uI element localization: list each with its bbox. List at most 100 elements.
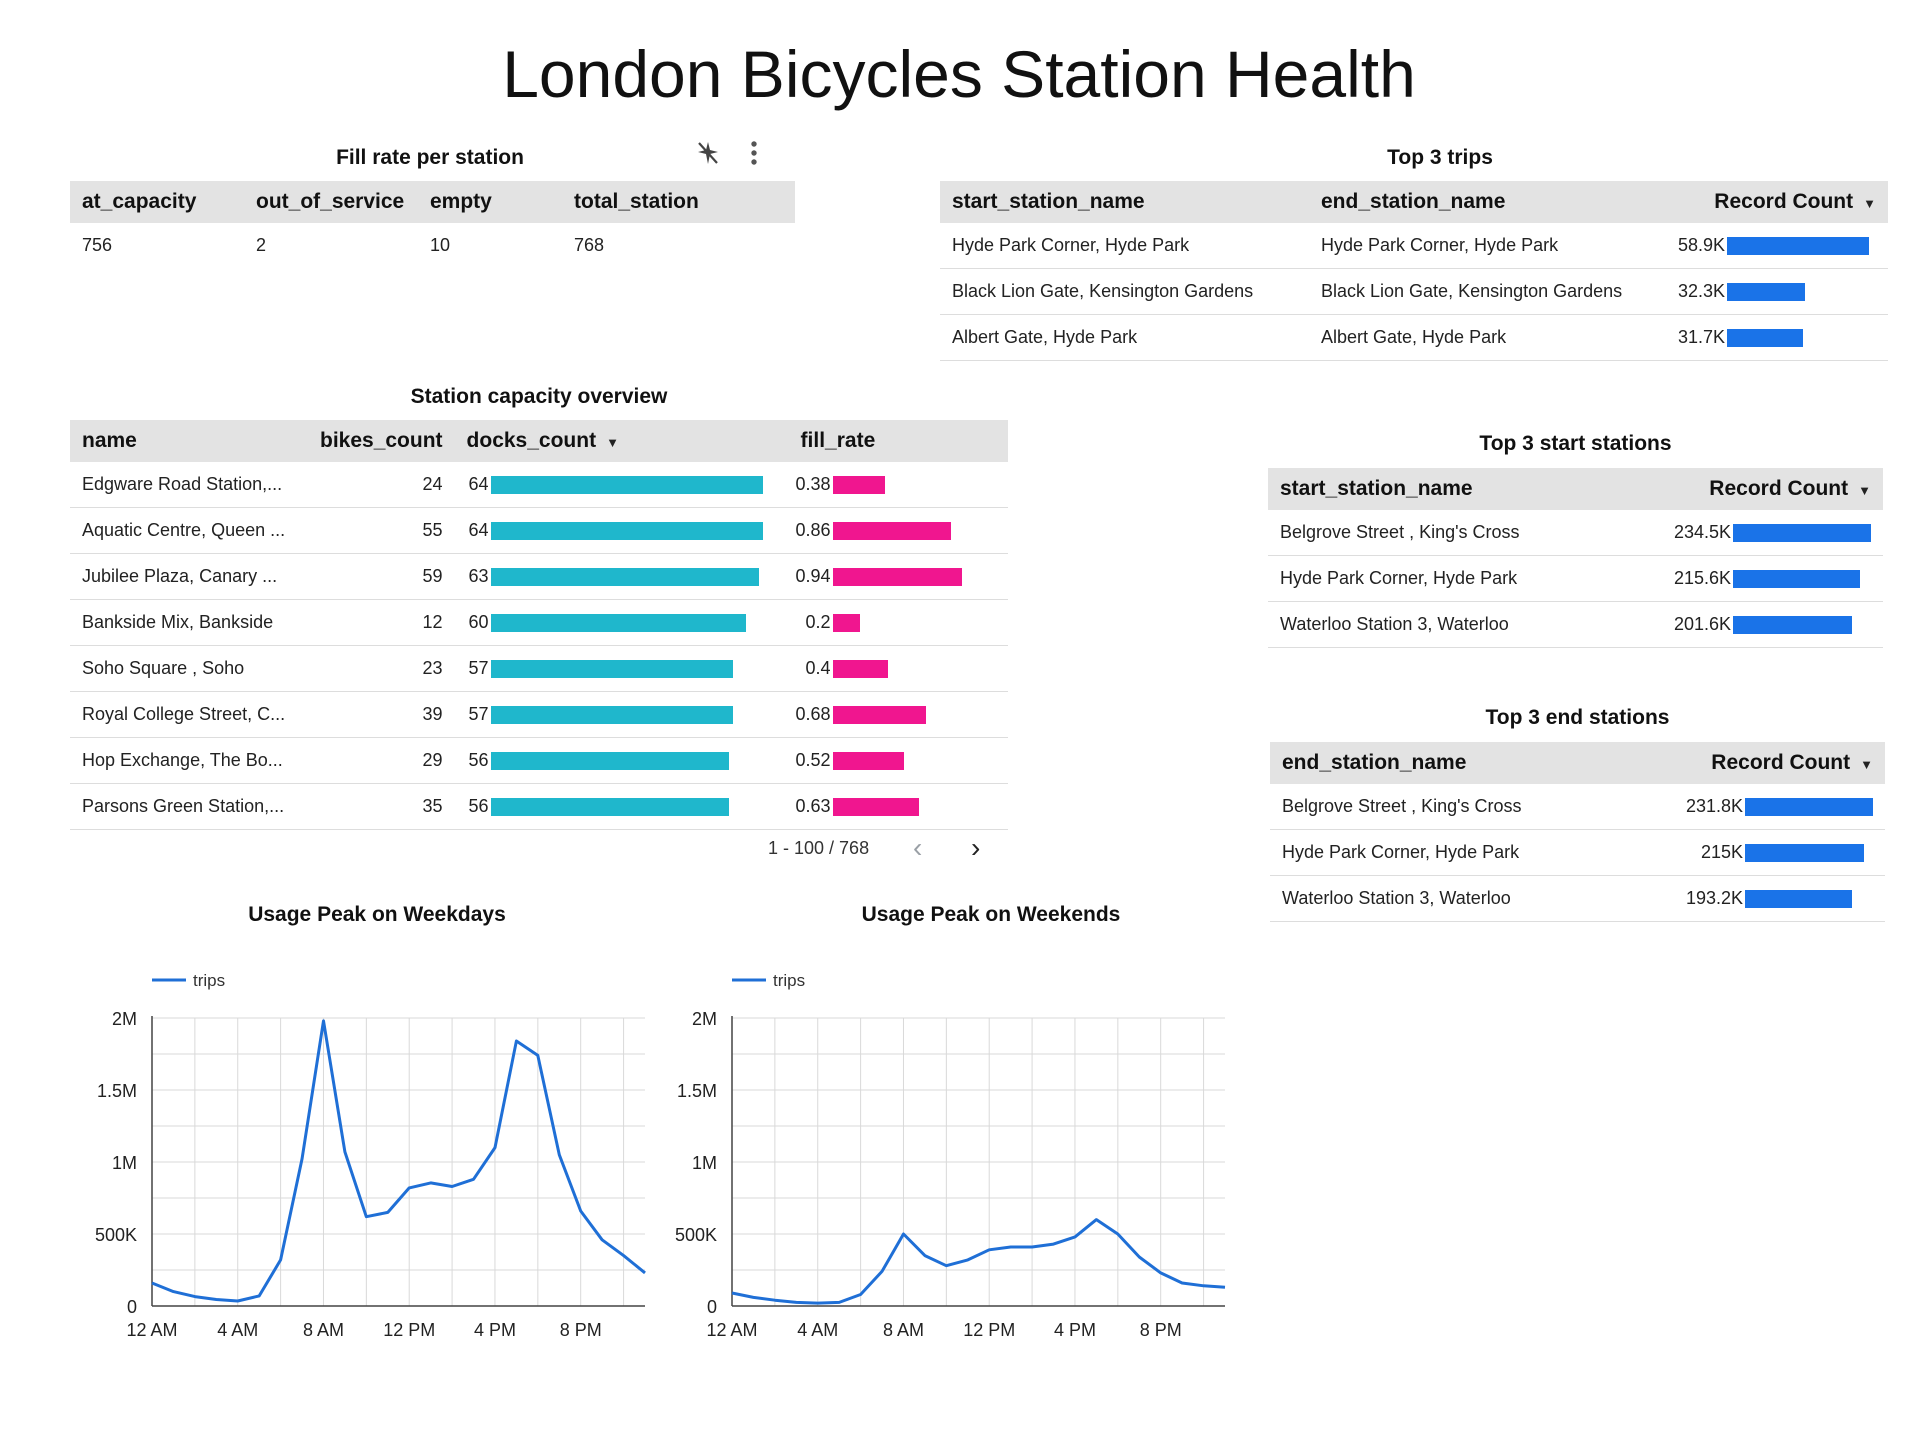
table-row[interactable]: Edgware Road Station,... 24 64 0.38 <box>70 462 1008 508</box>
sort-desc-icon[interactable]: ▼ <box>1863 196 1876 211</box>
bikes-count: 12 <box>422 612 443 632</box>
bikes-count: 39 <box>422 704 443 724</box>
at-capacity-value: 756 <box>82 235 113 255</box>
start-station-name: Hyde Park Corner, Hyde Park <box>952 235 1190 255</box>
record-count-label: Record Count <box>1709 477 1849 500</box>
record-count-label: 31.7K <box>1677 327 1725 347</box>
docks-count-bar <box>490 659 733 678</box>
pagination-label: 1 - 100 / 768 <box>768 838 870 858</box>
col-record-count[interactable]: Record Count ▼ <box>1611 742 1885 784</box>
table-row[interactable]: Aquatic Centre, Queen ... 55 64 0.86 <box>70 508 1008 554</box>
docks-count-bar <box>490 475 763 494</box>
record-count-cell: 193.2K <box>1611 876 1885 922</box>
station-name: Waterloo Station 3, Waterloo <box>1280 614 1509 634</box>
station-name: Belgrove Street , King's Cross <box>1282 796 1522 816</box>
station-name: Royal College Street, C... <box>82 704 286 724</box>
station-name: Bankside Mix, Bankside <box>82 612 274 632</box>
record-count-wrap: 32.3K <box>1665 281 1876 302</box>
fill-rate-wrap: 0.63 <box>789 796 996 817</box>
docks-count-label: 64 <box>468 474 489 494</box>
table-row[interactable]: Soho Square , Soho 23 57 0.4 <box>70 646 1008 692</box>
series-line-trips[interactable] <box>731 1218 1226 1305</box>
table-row[interactable]: Waterloo Station 3, Waterloo 201.6K <box>1268 602 1883 648</box>
col-fill-rate[interactable]: fill_rate <box>788 420 1008 462</box>
record-count-cell: 234.5K <box>1599 510 1883 556</box>
fill-rate-wrap: 0.52 <box>789 750 996 771</box>
record-count-wrap: 215K <box>1623 842 1873 863</box>
table-row[interactable]: Waterloo Station 3, Waterloo 193.2K <box>1270 876 1885 922</box>
col-end-station-name[interactable]: end_station_name <box>1309 181 1653 223</box>
col-start-station-name[interactable]: start_station_name <box>1268 468 1599 510</box>
y-tick-label: 500K <box>95 1225 137 1245</box>
col-record-count[interactable]: Record Count ▼ <box>1599 468 1883 510</box>
table-row[interactable]: Hyde Park Corner, Hyde Park 215.6K <box>1268 556 1883 602</box>
table-row[interactable]: Parsons Green Station,... 35 56 0.63 <box>70 784 1008 830</box>
col-start-station-name[interactable]: start_station_name <box>940 181 1309 223</box>
x-tick-label: 8 PM <box>560 1320 602 1340</box>
col-empty[interactable]: empty <box>418 181 562 223</box>
end-station-name: Black Lion Gate, Kensington Gardens <box>1321 281 1623 301</box>
docks-count-wrap: 64 <box>467 474 777 495</box>
col-at-capacity[interactable]: at_capacity <box>70 181 244 223</box>
table-row[interactable]: Hyde Park Corner, Hyde Park Hyde Park Cor… <box>940 223 1888 269</box>
table-row[interactable]: Hyde Park Corner, Hyde Park 215K <box>1270 830 1885 876</box>
col-record-count[interactable]: Record Count ▼ <box>1653 181 1888 223</box>
more-vert-icon[interactable] <box>748 140 760 172</box>
col-bikes-count[interactable]: bikes_count <box>308 420 455 462</box>
docks-count-bar <box>490 797 729 816</box>
series-line-trips[interactable] <box>151 1019 646 1303</box>
x-tick-label: 8 AM <box>883 1320 924 1340</box>
table-row[interactable]: Jubilee Plaza, Canary ... 59 63 0.94 <box>70 554 1008 600</box>
record-count-bar <box>1745 889 1852 908</box>
prev-page-icon[interactable]: ‹ <box>913 832 923 863</box>
docks-count-label: 64 <box>468 520 489 540</box>
docks-count-cell: 64 <box>455 508 789 554</box>
bikes-count: 23 <box>422 658 443 678</box>
sort-desc-icon[interactable]: ▼ <box>606 435 619 450</box>
col-out-of-service[interactable]: out_of_service <box>244 181 418 223</box>
docks-count-bar <box>490 705 733 724</box>
docks-count-label: 56 <box>468 796 489 816</box>
table-row[interactable]: Bankside Mix, Bankside 12 60 0.2 <box>70 600 1008 646</box>
sort-desc-icon[interactable]: ▼ <box>1860 757 1873 772</box>
fill-rate-label: 0.94 <box>795 566 831 586</box>
x-tick-label: 4 PM <box>474 1320 516 1340</box>
fill-rate-bar <box>832 475 885 494</box>
fill-rate-bar <box>832 705 926 724</box>
y-tick-label: 2M <box>112 1009 137 1029</box>
docks-count-wrap: 57 <box>467 658 777 679</box>
docks-count-label: 63 <box>468 566 489 586</box>
fill-rate-cell: 0.52 <box>789 738 1008 784</box>
sort-desc-icon[interactable]: ▼ <box>1858 483 1871 498</box>
docks-count-label: 57 <box>468 704 489 724</box>
docks-count-cell: 56 <box>455 784 789 830</box>
y-tick-label: 2M <box>692 1009 717 1029</box>
fill-rate-wrap: 0.38 <box>789 474 996 495</box>
col-docks-count[interactable]: docks_count ▼ <box>454 420 789 462</box>
no-filter-icon[interactable] <box>696 140 720 172</box>
station-name: Waterloo Station 3, Waterloo <box>1282 888 1511 908</box>
bikes-count: 59 <box>422 566 443 586</box>
table-row[interactable]: Royal College Street, C... 39 57 0.68 <box>70 692 1008 738</box>
table-row[interactable]: Albert Gate, Hyde Park Albert Gate, Hyde … <box>940 315 1888 361</box>
table-row[interactable]: Hop Exchange, The Bo... 29 56 0.52 <box>70 738 1008 784</box>
fill-rate-wrap: 0.4 <box>789 658 996 679</box>
table-row[interactable]: Black Lion Gate, Kensington Gardens Black… <box>940 269 1888 315</box>
col-total-station[interactable]: total_station <box>562 181 795 223</box>
table-row[interactable]: Belgrove Street , King's Cross 234.5K <box>1268 510 1883 556</box>
record-count-label: 201.6K <box>1673 614 1731 634</box>
col-end-station-name[interactable]: end_station_name <box>1270 742 1611 784</box>
fill-rate-bar <box>832 751 904 770</box>
x-tick-label: 4 PM <box>1054 1320 1096 1340</box>
x-tick-label: 8 AM <box>303 1320 344 1340</box>
record-count-bar <box>1745 843 1864 862</box>
station-name: Jubilee Plaza, Canary ... <box>82 566 278 586</box>
x-tick-label: 12 AM <box>126 1320 177 1340</box>
y-tick-label: 1.5M <box>97 1081 137 1101</box>
record-count-cell: 32.3K <box>1653 269 1888 315</box>
top-end-title: Top 3 end stations <box>1485 706 1670 729</box>
next-page-icon[interactable]: › <box>971 832 981 863</box>
col-name[interactable]: name <box>70 420 308 462</box>
y-tick-label: 1.5M <box>677 1081 717 1101</box>
table-row[interactable]: Belgrove Street , King's Cross 231.8K <box>1270 784 1885 830</box>
